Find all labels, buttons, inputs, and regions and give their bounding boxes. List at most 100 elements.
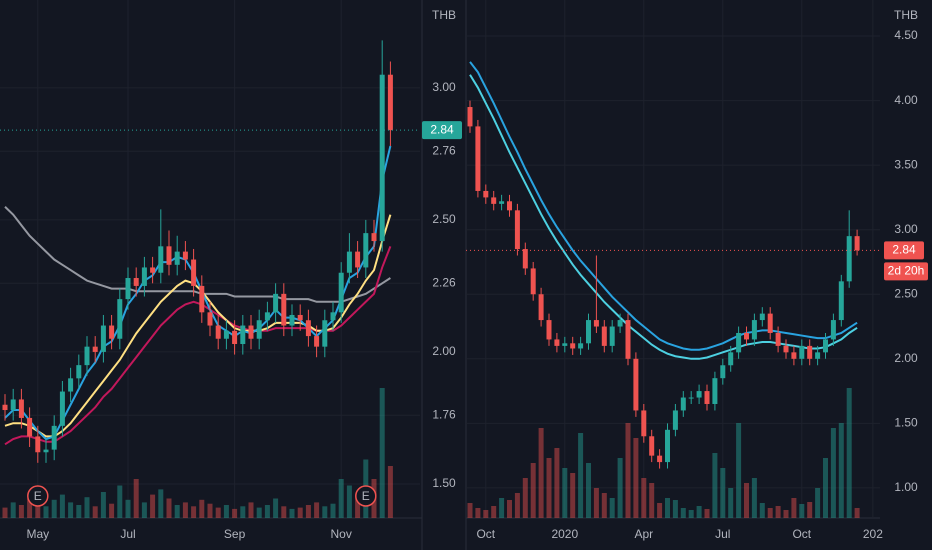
x-tick-label: Oct (476, 527, 495, 541)
volume-bar (759, 503, 765, 518)
volume-bar (355, 494, 361, 518)
candle-body (530, 268, 536, 295)
volume-bar (125, 499, 131, 518)
volume-bar (248, 502, 254, 518)
volume-bar (314, 502, 320, 518)
y-tick-label: 2.50 (894, 286, 918, 300)
volume-bar (712, 453, 718, 518)
x-tick-label: May (26, 527, 49, 541)
volume-bar (562, 468, 568, 518)
volume-bar (338, 479, 344, 518)
volume-bar (617, 458, 623, 518)
candle-body (522, 249, 528, 269)
volume-bar (720, 468, 726, 518)
candle-body (728, 352, 734, 366)
volume-bar (704, 509, 710, 518)
volume-bar (475, 508, 481, 518)
candle-body (297, 314, 303, 321)
volume-bar (736, 423, 742, 518)
price-label-box (884, 241, 924, 260)
volume-bar (696, 506, 702, 518)
price-label-box (422, 121, 462, 140)
currency-label: THB (894, 8, 918, 22)
candle-body (467, 107, 473, 127)
volume-bar (807, 502, 813, 518)
volume-bar (223, 505, 229, 518)
candle-body (289, 314, 295, 326)
candle-body (783, 345, 789, 353)
y-tick-label: 1.76 (432, 407, 456, 421)
candle-body (554, 339, 560, 346)
candle-body (680, 397, 686, 411)
candle-body (363, 233, 369, 268)
candle-body (264, 312, 270, 321)
volume-bar (546, 458, 552, 518)
volume-bar (232, 508, 238, 518)
y-tick-label: 1.00 (894, 480, 918, 494)
y-tick-label: 4.50 (894, 28, 918, 42)
candle-body (562, 343, 568, 346)
candle-body (256, 320, 262, 339)
candle-body (665, 429, 670, 463)
candle-body (791, 352, 797, 359)
volume-bar (387, 466, 393, 518)
volume-bar (665, 498, 670, 518)
y-tick-label: 1.50 (894, 416, 918, 430)
volume-bar (641, 478, 647, 518)
candle-body (141, 267, 147, 286)
candle-body (166, 246, 172, 265)
volume-bar (522, 478, 528, 518)
volume-bar (593, 488, 599, 518)
volume-bar (92, 506, 98, 518)
volume-bar (570, 473, 576, 518)
volume-bar (688, 510, 694, 518)
candle-body (100, 325, 106, 352)
volume-bar (256, 507, 262, 518)
earnings-label: E (362, 489, 370, 503)
candle-body (76, 365, 82, 379)
volume-bar (150, 494, 156, 518)
y-tick-label: 2.00 (894, 351, 918, 365)
y-tick-label: 4.00 (894, 93, 918, 107)
volume-bar (538, 428, 544, 518)
volume-bar (578, 433, 584, 518)
moving-average (469, 61, 858, 351)
candle-body (696, 391, 702, 398)
volume-bar (10, 502, 16, 518)
volume-bar (499, 498, 505, 518)
candle-body (305, 320, 311, 337)
volume-bar (174, 505, 180, 518)
volume-bar (158, 489, 164, 518)
volume-bar (830, 428, 836, 518)
candle-body (182, 251, 188, 260)
candle-body (475, 126, 481, 191)
volume-bar (728, 488, 734, 518)
volume-bar (117, 485, 123, 518)
candle-body (338, 272, 344, 313)
candle-body (625, 320, 631, 359)
candle-body (744, 332, 749, 340)
y-tick-label: 3.00 (894, 222, 918, 236)
x-tick-label: 202 (863, 527, 883, 541)
candle-body (736, 332, 742, 353)
y-tick-label: 3.00 (432, 80, 456, 94)
candle-body (27, 417, 33, 437)
moving-average (469, 74, 858, 360)
x-tick-label: Nov (331, 527, 352, 541)
volume-bar (322, 506, 328, 518)
candle-body (846, 236, 852, 282)
candle-body (51, 425, 57, 450)
candle-body (150, 267, 156, 273)
price-label: 2.84 (430, 122, 454, 136)
candle-body (578, 343, 584, 349)
candle-body (657, 455, 663, 463)
candle-body (633, 358, 639, 411)
volume-bar (744, 483, 749, 518)
candle-body (35, 436, 41, 453)
volume-bar (633, 438, 639, 518)
candle-body (232, 330, 238, 345)
volume-bar (215, 507, 221, 518)
candle-body (109, 325, 115, 339)
volume-bar (783, 510, 789, 518)
